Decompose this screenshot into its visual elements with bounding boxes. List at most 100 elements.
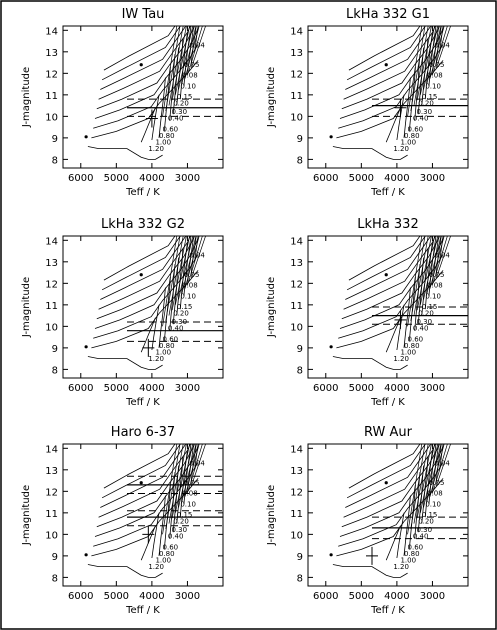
mass-track <box>181 236 197 295</box>
mass-track <box>439 26 444 52</box>
x-axis-label: Teff / K <box>370 397 405 408</box>
mass-track <box>428 236 437 297</box>
envelope-curve <box>87 356 163 370</box>
mass-track <box>187 444 203 492</box>
mass-track <box>169 471 176 539</box>
mass-label: 0.80 <box>159 550 175 558</box>
mass-label: 0.30 <box>416 108 432 116</box>
mass-track <box>184 26 200 79</box>
mass-label: 1.20 <box>148 355 164 363</box>
mass-track <box>416 444 432 519</box>
plot-content <box>329 444 468 578</box>
plot-content <box>329 26 468 160</box>
mass-label: 1.00 <box>155 556 171 564</box>
x-tick-label: 3000 <box>175 591 200 602</box>
x-tick-label: 3000 <box>420 383 445 394</box>
x-tick-label: 5000 <box>349 383 374 394</box>
envelope-curve <box>87 564 163 578</box>
y-tick-label: 14 <box>290 444 303 455</box>
mass-label: 0.10 <box>180 82 196 90</box>
mass-label: 0.60 <box>408 125 424 133</box>
mass-track <box>408 484 416 550</box>
panel-6: RW Aur 6000 5000 4000 3000 8 9 10 11 12 13 14 Teff /… <box>266 425 469 616</box>
mass-track <box>413 444 429 524</box>
mass-track <box>426 236 442 295</box>
panel-3: LkHa 332 G2 6000 5000 4000 3000 8 9 10 11 12 13 14 T… <box>21 217 224 408</box>
y-tick-label: 10 <box>290 112 303 123</box>
y-tick-label: 8 <box>297 365 303 376</box>
x-tick-label: 3000 <box>420 591 445 602</box>
mass-label: 0.30 <box>416 526 432 534</box>
mass-track <box>162 26 178 117</box>
isochrone <box>103 444 176 489</box>
isochrone <box>348 236 421 281</box>
x-tick-label: 4000 <box>139 591 164 602</box>
y-tick-label: 9 <box>297 344 303 355</box>
mass-track <box>428 26 437 87</box>
mass-label: 0.04 <box>434 460 450 468</box>
mass-track <box>429 26 445 79</box>
mass-track <box>410 236 426 322</box>
zams-dot <box>84 553 88 557</box>
mass-track <box>191 444 206 487</box>
x-tick-label: 4000 <box>384 173 409 184</box>
mass-label: 0.08 <box>427 490 443 498</box>
mass-label: 0.80 <box>159 342 175 350</box>
mass-label: 0.15 <box>422 93 438 101</box>
plot-frame <box>62 25 224 169</box>
mass-track <box>396 512 405 559</box>
y-tick-label: 14 <box>290 236 303 247</box>
mass-track <box>163 484 171 550</box>
y-tick-label: 14 <box>45 444 58 455</box>
isochrone <box>100 236 187 300</box>
mass-track <box>429 236 445 289</box>
mass-track <box>168 26 184 106</box>
panels: IW Tau 6000 5000 4000 3000 8 9 10 11 12 13 14 Teff /… <box>21 7 469 616</box>
isochrone <box>343 236 436 310</box>
track-dot <box>139 481 143 485</box>
panel-1: IW Tau 6000 5000 4000 3000 8 9 10 11 12 13 14 Teff /… <box>21 7 224 198</box>
mass-track <box>169 263 176 331</box>
mass-track <box>191 26 206 69</box>
mass-label: 0.10 <box>425 82 441 90</box>
mass-track <box>175 236 190 305</box>
y-tick-label: 12 <box>290 279 303 290</box>
mass-label: 0.08 <box>427 72 443 80</box>
mass-label: 0.20 <box>173 518 189 526</box>
isochrone <box>98 236 191 310</box>
x-tick-label: 3000 <box>420 173 445 184</box>
isochrone <box>348 444 421 489</box>
mass-track <box>175 444 190 513</box>
y-tick-label: 8 <box>297 155 303 166</box>
isochrone <box>343 26 436 100</box>
mass-track <box>163 66 171 132</box>
x-axis-label: Teff / K <box>370 187 405 198</box>
zams-dot <box>329 135 333 139</box>
y-tick-label: 13 <box>45 466 58 477</box>
x-tick-label: 5000 <box>104 591 129 602</box>
y-tick-label: 10 <box>290 322 303 333</box>
mass-label: 0.15 <box>177 93 193 101</box>
y-tick-label: 9 <box>52 552 58 563</box>
x-tick-label: 6000 <box>313 591 338 602</box>
mass-track <box>414 53 421 121</box>
mass-track <box>410 26 426 112</box>
mass-track <box>181 26 197 85</box>
y-tick-label: 11 <box>290 301 303 312</box>
mass-label: 0.60 <box>163 335 179 343</box>
zams-dot <box>84 345 88 349</box>
mass-label: 0.04 <box>189 460 205 468</box>
mass-track <box>181 444 197 503</box>
mass-track <box>178 444 194 508</box>
mass-label: 0.20 <box>173 310 189 318</box>
mass-track <box>184 236 200 289</box>
x-axis-label: Teff / K <box>370 605 405 616</box>
mass-track <box>423 26 439 90</box>
mass-track <box>184 444 200 497</box>
mass-track <box>420 236 435 305</box>
y-tick-label: 13 <box>45 48 58 59</box>
y-tick-label: 9 <box>297 134 303 145</box>
mass-label: 0.80 <box>404 342 420 350</box>
y-tick-label: 13 <box>290 258 303 269</box>
